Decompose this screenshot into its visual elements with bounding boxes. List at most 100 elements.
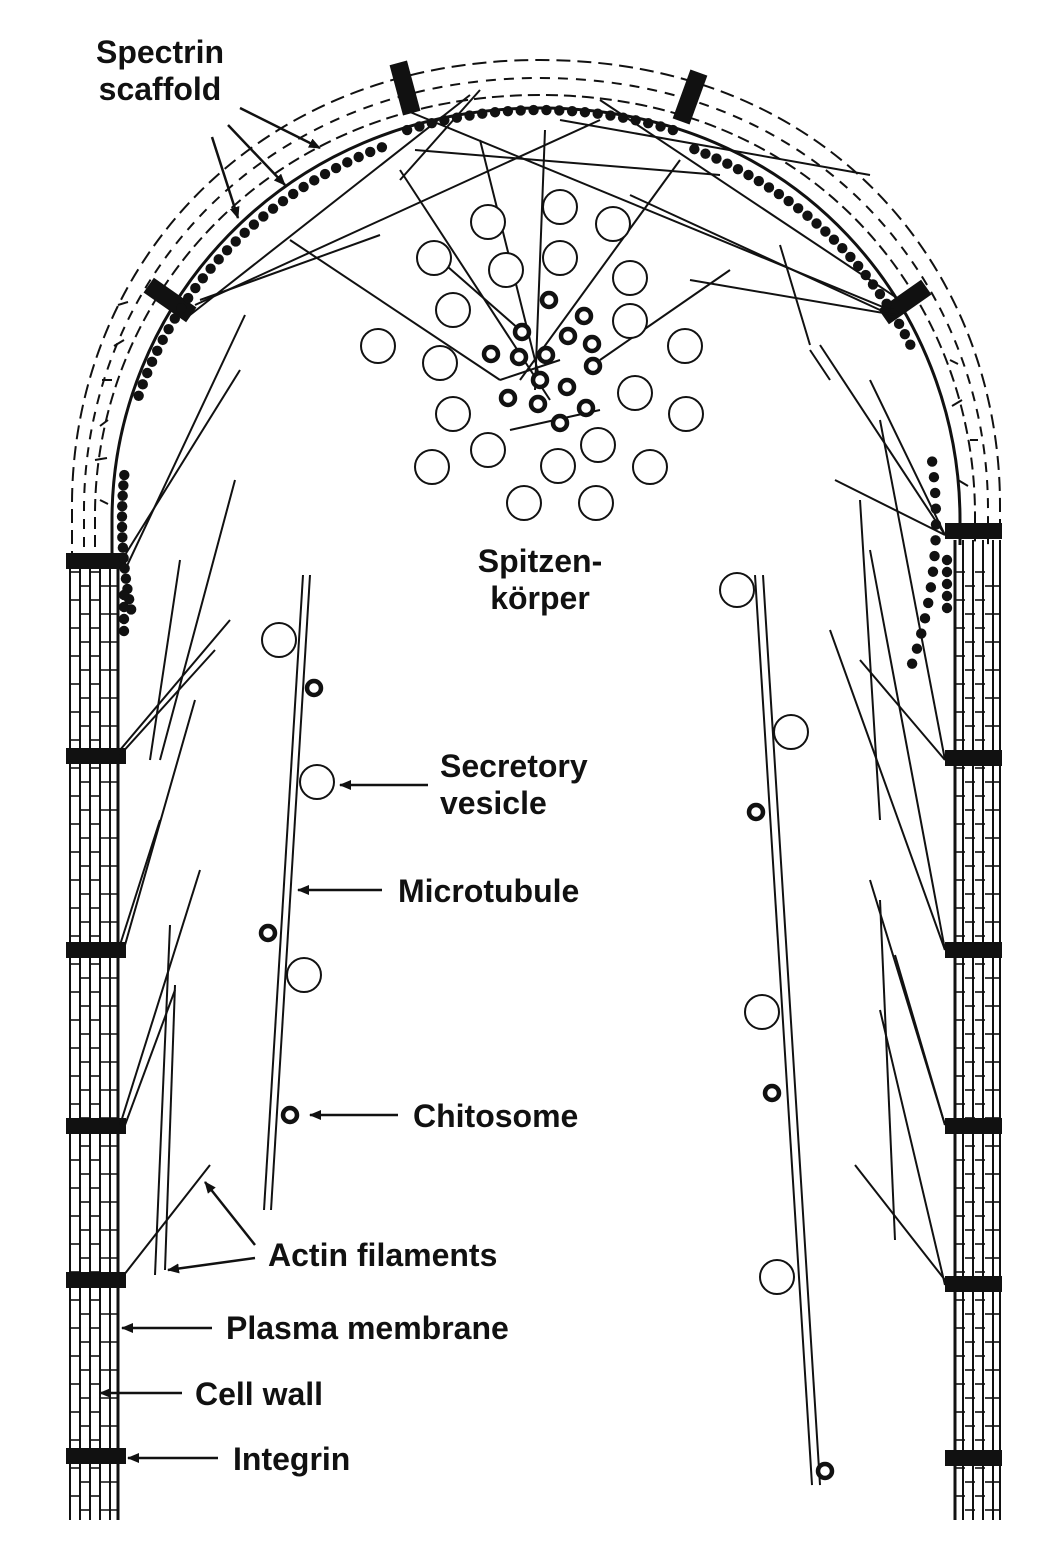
chitosome	[576, 398, 596, 418]
secretory-vesicle	[719, 572, 755, 608]
secretory-vesicle	[744, 994, 780, 1030]
integrin-left-5	[66, 1272, 126, 1288]
spectrin-bead	[118, 480, 129, 491]
secretory-vesicle	[470, 432, 506, 468]
secretory-vesicle	[612, 303, 648, 339]
secretory-vesicle	[470, 204, 506, 240]
chitosome	[258, 923, 278, 943]
plasma-membrane-dome	[110, 106, 962, 565]
arrow-actin-1	[204, 1181, 256, 1246]
secretory-vesicle	[595, 206, 631, 242]
spectrin-bead	[783, 195, 794, 207]
spectrin-bead	[655, 121, 666, 132]
chitosome	[512, 322, 532, 342]
chitosome	[280, 1105, 300, 1125]
secretory-vesicle	[542, 189, 578, 225]
spectrin-bead	[743, 169, 754, 181]
spectrin-bead	[928, 472, 940, 483]
secretory-vesicle	[416, 240, 452, 276]
spectrin-bead	[763, 182, 775, 193]
label-spectrin-line2: scaffold	[98, 71, 222, 107]
microtubules	[263, 574, 821, 1486]
spectrin-bead	[941, 554, 953, 566]
integrin-right-6	[945, 1450, 1002, 1466]
spectrin-bead	[182, 292, 194, 304]
chitosome	[481, 344, 501, 364]
spectrin-bead	[941, 566, 953, 578]
spectrin-bead	[401, 124, 413, 136]
spectrin-bead	[298, 181, 309, 193]
spectrin-bead	[133, 390, 144, 401]
label-spitzen-line2: körper	[490, 580, 590, 616]
chitosome	[536, 345, 556, 365]
chitosome	[528, 394, 548, 414]
spectrin-bead	[927, 566, 939, 577]
secretory-vesicle	[542, 240, 578, 276]
spectrin-bead	[118, 601, 130, 613]
label-secretory-line1: Secretory	[440, 748, 588, 784]
spectrin-bead	[802, 210, 813, 221]
spectrin-bead	[309, 175, 320, 186]
spectrin-bead	[119, 469, 130, 481]
spectrin-bead	[700, 148, 711, 159]
spectrin-bead	[117, 490, 128, 501]
spectrin-bead	[906, 658, 918, 669]
chitosome	[550, 413, 570, 433]
integrin-left-3	[66, 942, 126, 958]
integrin-right-2	[945, 750, 1002, 766]
spectrin-bead	[930, 535, 941, 546]
chitosome	[304, 678, 324, 698]
chitosome	[530, 370, 550, 390]
integrin-left-4	[66, 1118, 126, 1134]
chitosome	[582, 334, 602, 354]
spectrin-bead	[248, 219, 260, 230]
label-secretory-vesicle: Secretory vesicle	[440, 748, 588, 822]
spectrin-bead	[502, 105, 514, 117]
spectrin-bead	[365, 146, 376, 158]
spectrin-bead	[489, 107, 501, 118]
secretory-vesicle	[422, 345, 458, 381]
spectrin-bead	[874, 288, 886, 300]
spectrin-bead	[118, 552, 129, 564]
secretory-vesicle	[612, 260, 648, 296]
spectrin-bead	[923, 597, 934, 609]
spectrin-bead	[120, 573, 132, 584]
chitosome	[539, 290, 559, 310]
spectrin-bead	[919, 613, 931, 624]
spectrin-bead	[860, 269, 871, 281]
secretory-vesicle	[435, 292, 471, 328]
spectrin-bead	[911, 643, 923, 654]
spectrin-bead	[117, 500, 128, 512]
secretory-vesicle	[759, 1259, 795, 1295]
spectrin-bead	[118, 613, 130, 625]
spectrin-bead	[152, 345, 163, 356]
spectrin-bead	[221, 245, 233, 256]
cell-wall-dome	[71, 58, 1001, 565]
integrin-left-2	[66, 748, 126, 764]
secretory-vesicle	[360, 328, 396, 364]
spectrin-bead	[820, 226, 831, 237]
spectrin-bead	[258, 211, 269, 222]
spectrin-bead	[941, 578, 953, 590]
label-spitzenkorper: Spitzen- körper	[440, 543, 640, 617]
spectrin-bead	[811, 218, 822, 229]
spectrin-bead	[837, 243, 848, 254]
label-spectrin-scaffold: Spectrin scaffold	[70, 34, 250, 108]
spectrin-bead	[773, 188, 785, 200]
label-arrows	[99, 106, 428, 1463]
spectrin-bead	[353, 151, 364, 163]
label-microtubule: Microtubule	[398, 873, 580, 909]
secretory-vesicle	[286, 957, 322, 993]
microtubule-left-a	[263, 574, 304, 1211]
chitosome	[574, 306, 594, 326]
actin-filaments	[119, 89, 946, 1286]
arrow-spectrin-1	[227, 124, 286, 186]
integrin-right-5	[945, 1276, 1002, 1292]
spectrin-bead	[277, 195, 289, 207]
chitosome	[558, 326, 578, 346]
integrin-left-6	[66, 1448, 126, 1464]
secretory-vesicle	[488, 252, 524, 288]
label-spectrin-line1: Spectrin	[95, 34, 225, 70]
secretory-vesicle	[435, 396, 471, 432]
cell-wall-left	[69, 560, 120, 1520]
